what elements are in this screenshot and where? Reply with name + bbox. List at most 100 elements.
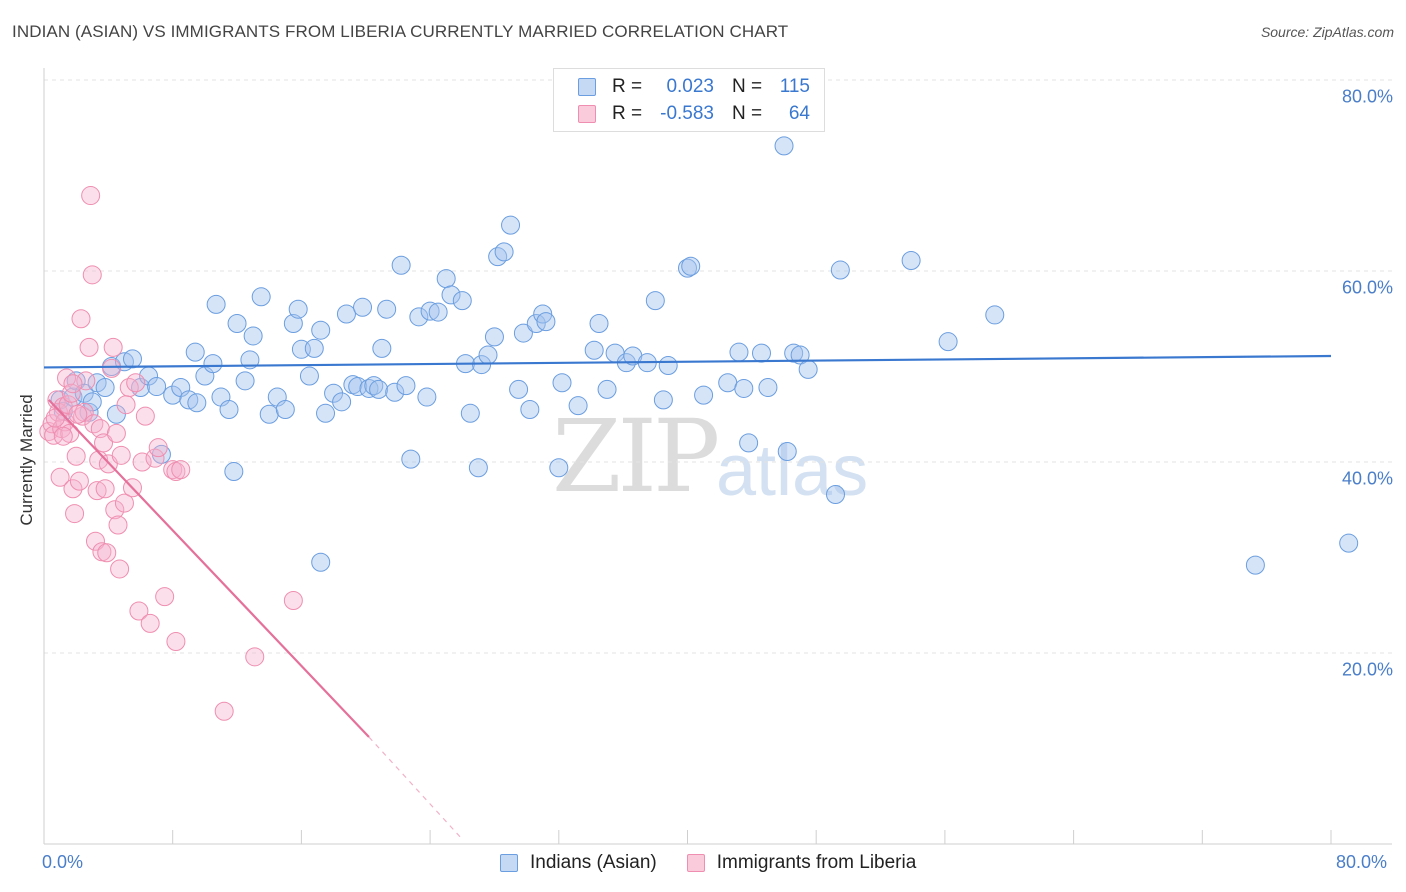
data-point	[163, 460, 183, 480]
chart-title: INDIAN (ASIAN) VS IMMIGRANTS FROM LIBERI…	[12, 22, 789, 41]
data-point	[985, 305, 1005, 325]
data-point	[1339, 533, 1359, 553]
data-point	[110, 559, 130, 579]
data-point	[830, 260, 850, 280]
legend-item-indians: Indians (Asian)	[500, 852, 657, 874]
data-point	[97, 543, 117, 563]
legend-r-value: 0.023	[666, 76, 714, 97]
data-point	[82, 392, 102, 412]
trend-line-pink	[48, 399, 370, 738]
data-point	[460, 403, 480, 423]
data-point	[774, 136, 794, 156]
data-point	[758, 378, 778, 398]
data-point	[536, 312, 556, 332]
data-point	[938, 332, 958, 352]
data-point	[108, 515, 128, 535]
legend-row-pink: R = -0.583 N = 64	[578, 103, 810, 125]
data-point	[132, 452, 152, 472]
data-point	[85, 531, 105, 551]
data-point	[235, 371, 255, 391]
data-point	[95, 378, 115, 398]
legend-item-liberia: Immigrants from Liberia	[686, 852, 916, 874]
trend-line-blue	[43, 354, 1332, 369]
data-point	[185, 342, 205, 362]
data-point	[901, 250, 921, 270]
data-point	[79, 337, 99, 357]
trend-lines	[43, 354, 1332, 840]
data-point	[468, 458, 488, 478]
data-point	[243, 326, 263, 346]
data-point	[311, 552, 331, 572]
data-point	[428, 302, 448, 322]
data-point	[148, 438, 168, 458]
data-point	[65, 504, 85, 524]
data-point	[784, 343, 804, 363]
data-point	[50, 467, 70, 487]
data-point	[87, 481, 107, 501]
data-point	[734, 378, 754, 398]
data-point	[106, 423, 126, 443]
data-point	[245, 647, 265, 667]
data-point	[288, 299, 308, 319]
data-point	[401, 449, 421, 469]
data-point	[369, 379, 389, 399]
data-point	[377, 299, 397, 319]
data-point	[187, 393, 207, 413]
axes	[43, 68, 1392, 845]
data-point	[299, 366, 319, 386]
data-point	[71, 309, 91, 329]
data-point	[509, 379, 529, 399]
data-point	[826, 484, 846, 504]
data-point	[102, 358, 122, 378]
legend-n-label: N =	[732, 76, 763, 97]
data-point	[103, 337, 123, 357]
data-point	[259, 404, 279, 424]
data-point	[718, 373, 738, 393]
legend-r-label: R =	[612, 103, 643, 124]
data-point	[240, 350, 260, 370]
legend-row-blue: R = 0.023 N = 115	[578, 76, 810, 98]
data-point	[147, 377, 167, 397]
data-point	[95, 479, 115, 499]
data-point	[275, 399, 295, 419]
y-tick-label: 40.0%	[1341, 468, 1393, 489]
data-point	[283, 314, 303, 334]
data-point	[111, 445, 131, 465]
data-point	[82, 265, 102, 285]
data-point	[171, 460, 191, 480]
data-point	[597, 379, 617, 399]
data-point	[409, 307, 429, 327]
data-point	[122, 349, 142, 369]
legend-n-value: 115	[779, 76, 810, 97]
data-point	[372, 338, 392, 358]
data-point	[140, 613, 160, 633]
data-point	[283, 590, 303, 610]
data-point	[81, 186, 101, 206]
data-point	[385, 382, 405, 402]
data-point	[44, 425, 64, 445]
data-point	[484, 327, 504, 347]
data-point	[1245, 555, 1265, 575]
data-point	[129, 601, 149, 621]
x-tick-label-min: 0.0%	[42, 852, 84, 872]
data-point	[53, 426, 73, 446]
data-point	[501, 215, 521, 235]
legend-r-value: -0.583	[660, 103, 714, 124]
data-point	[145, 448, 165, 468]
data-point	[224, 462, 244, 482]
data-point	[420, 301, 440, 321]
data-point	[66, 446, 86, 466]
data-point	[68, 404, 88, 424]
y-tick-label: 80.0%	[1341, 86, 1393, 107]
legend-n-label: N =	[732, 103, 763, 124]
data-point	[777, 441, 797, 461]
watermark-zip: ZIP	[552, 398, 720, 515]
data-point	[45, 408, 65, 428]
data-point	[520, 399, 540, 419]
series-indians-asian	[50, 136, 1359, 575]
data-point	[69, 471, 89, 491]
data-point	[729, 342, 749, 362]
data-point	[494, 242, 514, 262]
data-point	[798, 359, 818, 379]
correlation-legend: R = 0.023 N = 115 R = -0.583 N = 64	[553, 68, 825, 132]
